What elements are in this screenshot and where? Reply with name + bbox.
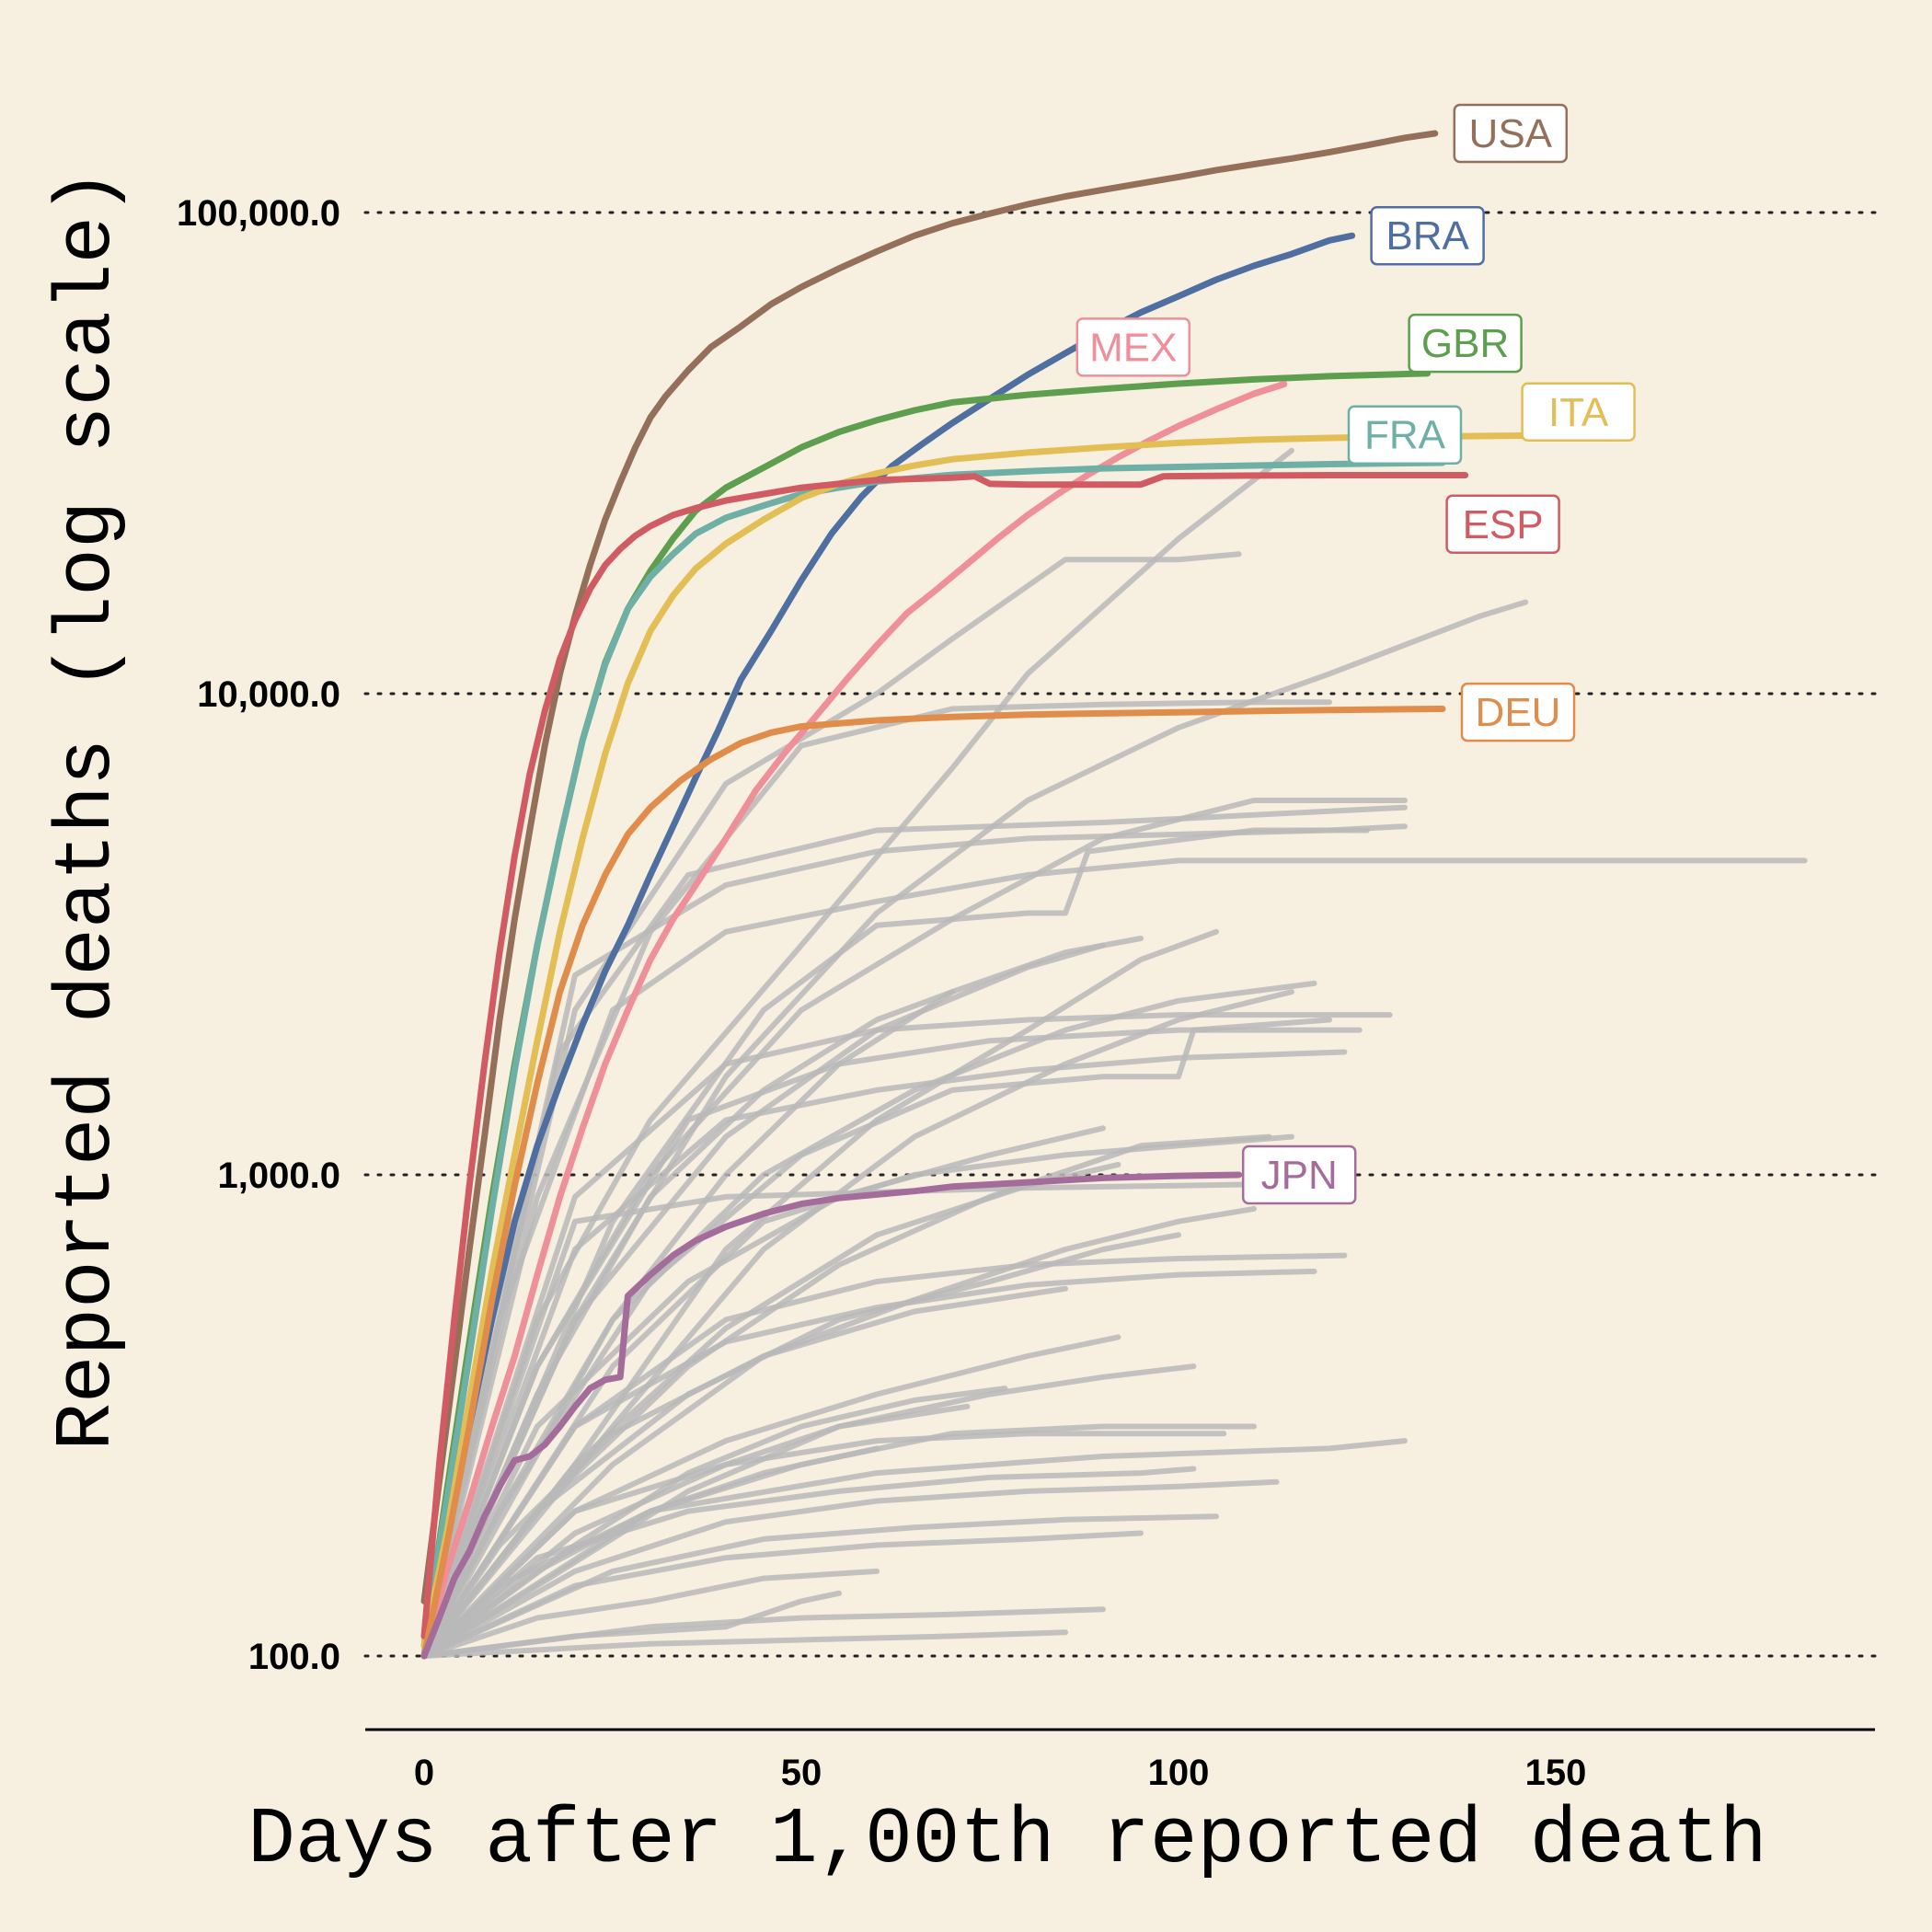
series-line-other xyxy=(421,989,955,1659)
series-label-box xyxy=(1445,494,1560,555)
series-label-text: BRA xyxy=(1386,213,1469,259)
series-line-other xyxy=(421,989,1294,1659)
series-label-box xyxy=(1075,317,1191,377)
series-label-text: ITA xyxy=(1548,390,1609,435)
series-line-other xyxy=(421,1403,971,1659)
y-tick-labels: 100.0 1,000.0 10,000.0 100,000.0 xyxy=(177,193,340,1677)
other-countries-series xyxy=(421,447,1808,1659)
series-line-other xyxy=(421,1478,1280,1659)
series-line-other xyxy=(421,1466,1197,1659)
series-line-other xyxy=(421,1431,1227,1659)
series-line-other xyxy=(421,1530,1144,1659)
series-label-box xyxy=(1347,405,1463,465)
y-tick-label: 1,000.0 xyxy=(218,1156,340,1196)
y-tick-label: 10,000.0 xyxy=(197,674,340,715)
series-label-box xyxy=(1460,682,1576,742)
series-line-other xyxy=(421,1438,1408,1659)
series-label-text: ESP xyxy=(1463,502,1544,547)
series-line-other xyxy=(421,827,1370,1659)
y-tick-label: 100,000.0 xyxy=(177,193,340,234)
series-line-jpn xyxy=(420,1171,1243,1660)
series-label-gbr: GBR xyxy=(1408,313,1523,374)
series-line-other xyxy=(421,1590,842,1659)
series-label-text: JPN xyxy=(1261,1153,1338,1198)
series-label-mex: MEX xyxy=(1075,317,1191,377)
highlighted-series xyxy=(420,130,1536,1660)
series-line-other xyxy=(421,447,1294,1659)
x-tick-label: 100 xyxy=(1148,1753,1210,1793)
series-label-esp: ESP xyxy=(1445,494,1560,555)
series-label-deu: DEU xyxy=(1460,682,1576,742)
series-line-other xyxy=(421,699,1332,1659)
series-line-other xyxy=(421,551,1242,1659)
series-label-text: GBR xyxy=(1421,321,1509,366)
series-label-box xyxy=(1453,103,1569,164)
series-label-box xyxy=(1370,205,1485,266)
series-label-bra: BRA xyxy=(1370,205,1485,266)
series-line-mex xyxy=(420,381,1288,1660)
country-labels: USA BRA GBR MEX FRA ITA ESP DEU JPN xyxy=(1075,103,1636,1205)
x-tick-label: 0 xyxy=(414,1753,434,1793)
series-label-ita: ITA xyxy=(1521,382,1636,443)
series-line-other xyxy=(421,1125,1106,1659)
series-label-text: DEU xyxy=(1476,690,1561,735)
y-tick-label: 100.0 xyxy=(248,1637,340,1677)
series-line-other xyxy=(421,1049,1348,1659)
series-label-text: USA xyxy=(1469,111,1553,156)
series-line-other xyxy=(421,1568,880,1659)
series-line-other xyxy=(421,1205,1257,1659)
series-label-text: MEX xyxy=(1089,325,1177,370)
series-label-box xyxy=(1521,382,1636,443)
series-label-fra: FRA xyxy=(1347,405,1463,465)
x-tick-label: 150 xyxy=(1525,1753,1587,1793)
x-axis-title: Days after 1,00th reported death xyxy=(247,1795,1766,1885)
series-line-ita xyxy=(420,431,1536,1650)
series-line-other xyxy=(421,599,1529,1659)
series-label-usa: USA xyxy=(1453,103,1569,164)
x-tick-labels: 0 50 100 150 xyxy=(414,1753,1587,1793)
series-line-other xyxy=(421,857,1808,1659)
series-line-other xyxy=(421,1629,1068,1659)
y-axis-title: Reported deaths (log scale) xyxy=(42,168,132,1450)
x-tick-label: 50 xyxy=(781,1753,822,1793)
series-label-text: FRA xyxy=(1364,413,1446,458)
series-label-box xyxy=(1408,313,1523,374)
series-line-fra xyxy=(420,459,1446,1639)
series-line-esp xyxy=(420,472,1469,1639)
series-line-other xyxy=(421,1445,880,1659)
series-line-deu xyxy=(420,706,1446,1660)
series-label-jpn: JPN xyxy=(1241,1144,1357,1205)
series-line-bra xyxy=(420,232,1356,1660)
series-line-other xyxy=(421,1285,1068,1659)
series-label-box xyxy=(1241,1144,1357,1205)
series-line-usa xyxy=(420,130,1439,1604)
